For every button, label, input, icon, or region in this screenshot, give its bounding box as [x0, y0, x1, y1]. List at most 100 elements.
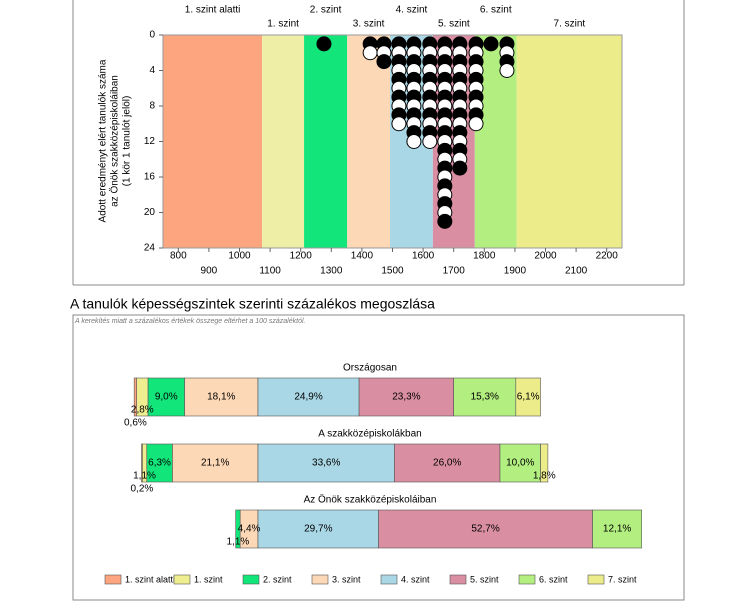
bar-segment	[133, 377, 137, 417]
bar-segment	[453, 377, 517, 417]
y-tick-label: 0	[149, 30, 155, 41]
student-dot	[316, 36, 332, 52]
y-label-line: (1 kör 1 tanulót jelöl)	[122, 96, 133, 187]
student-dot	[422, 134, 438, 149]
x-tick-label: 2200	[596, 251, 619, 262]
x-tick-label: 1900	[504, 266, 527, 277]
bar-segment	[378, 509, 593, 549]
bar-segment	[499, 443, 541, 483]
legend-label: 1. szint alatti	[125, 574, 175, 584]
student-dot	[391, 116, 407, 132]
bar-segment	[257, 443, 395, 483]
legend-label: 1. szint	[194, 574, 223, 584]
bar-segment	[141, 443, 143, 483]
x-tick-label: 2100	[565, 266, 588, 277]
legend-swatch	[173, 574, 191, 585]
level-band	[163, 35, 263, 248]
y-tick-label: 16	[144, 172, 156, 183]
bar-segment	[592, 509, 642, 549]
value-label: 24,9%	[294, 392, 322, 403]
student-dot	[362, 45, 378, 61]
y-axis-title: Adott eredményt elért tanulók száma az Ö…	[98, 59, 133, 222]
legend-swatch	[242, 574, 260, 585]
value-label: 0,6%	[124, 418, 147, 429]
legend-swatch	[449, 574, 467, 585]
value-label: 1,8%	[533, 471, 556, 482]
value-label: 33,6%	[312, 458, 340, 469]
bar-title: Az Önök szakközépiskoláiban	[304, 494, 437, 506]
x-tick-label: 1800	[473, 251, 496, 262]
level-label: 1. szint alatti	[185, 5, 241, 16]
value-label: 2,8%	[131, 405, 154, 416]
student-dot	[376, 54, 392, 70]
level-band	[516, 35, 622, 248]
bar-segment	[515, 377, 541, 417]
value-label: 18,1%	[207, 392, 235, 403]
legend-label: 3. szint	[332, 574, 361, 584]
value-label: 10,0%	[506, 458, 534, 469]
value-label: 6,1%	[517, 392, 540, 403]
value-label: 23,3%	[392, 392, 420, 403]
y-tick-label: 12	[144, 136, 156, 147]
x-tick-label: 1500	[381, 266, 404, 277]
bar-title: A szakközépiskolákban	[318, 429, 421, 440]
value-label: 21,1%	[201, 458, 229, 469]
x-tick-label: 1200	[290, 251, 313, 262]
student-dot	[499, 63, 515, 78]
legend-label: 4. szint	[401, 574, 430, 584]
value-label: 1,1%	[133, 471, 156, 482]
student-dot	[483, 36, 499, 52]
bar-title: Országosan	[343, 363, 397, 374]
y-tick-label: 8	[149, 101, 155, 112]
legend-swatch	[104, 574, 122, 585]
legend-label: 6. szint	[539, 574, 568, 584]
bar-segment	[146, 443, 173, 483]
legend-label: 2. szint	[263, 574, 292, 584]
bar-segment	[147, 377, 185, 417]
value-label: 15,3%	[471, 392, 499, 403]
legend-swatch	[518, 574, 536, 585]
y-label-line: az Önök szakközépiskoláiban	[109, 75, 121, 207]
note: A kerekítés miatt a százalékos értékek ö…	[74, 318, 306, 325]
student-dot	[452, 160, 468, 176]
bar-segment	[540, 443, 549, 483]
x-tick-label: 1100	[259, 266, 281, 277]
level-label: 3. szint	[353, 19, 385, 30]
panel-border	[72, 314, 685, 601]
value-label: 26,0%	[433, 458, 461, 469]
level-band	[347, 35, 391, 248]
value-label: 0,2%	[130, 484, 153, 495]
student-dot	[437, 213, 453, 229]
x-tick-label: 1600	[412, 251, 435, 262]
section-title: A tanulók képességszintek szerinti száza…	[70, 296, 435, 312]
y-label-line: Adott eredményt elért tanulók száma	[98, 59, 109, 222]
value-label: 9,0%	[155, 392, 178, 403]
legend-swatch	[380, 574, 398, 585]
y-tick-label: 4	[149, 65, 155, 76]
level-band	[304, 35, 348, 248]
legend-label: 5. szint	[470, 574, 499, 584]
y-tick-label: 20	[144, 207, 156, 218]
y-tick-label: 24	[144, 243, 156, 254]
level-label: 1. szint	[267, 19, 299, 30]
value-label: 1,1%	[227, 537, 250, 548]
x-tick-label: 1300	[320, 266, 343, 277]
x-tick-label: 1700	[443, 266, 466, 277]
legend-swatch	[311, 574, 329, 585]
legend-label: 7. szint	[608, 574, 637, 584]
level-label: 7. szint	[554, 19, 586, 30]
x-tick-label: 800	[170, 251, 187, 262]
value-label: 29,7%	[304, 524, 332, 535]
student-dot	[406, 134, 422, 149]
bar-segment	[235, 509, 241, 549]
bar-segment	[184, 377, 259, 417]
level-label: 2. szint	[310, 5, 342, 16]
bar-segment	[257, 509, 379, 549]
level-label: 5. szint	[438, 19, 470, 30]
value-label: 12,1%	[603, 524, 631, 535]
level-label: 4. szint	[396, 5, 428, 16]
legend-swatch	[587, 574, 605, 585]
value-label: 4,4%	[238, 524, 261, 535]
value-label: 6,3%	[148, 458, 171, 469]
